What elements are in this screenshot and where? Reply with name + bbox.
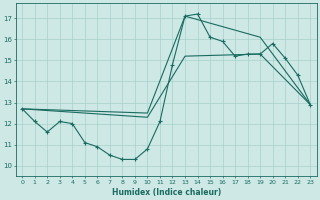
X-axis label: Humidex (Indice chaleur): Humidex (Indice chaleur)	[112, 188, 221, 197]
